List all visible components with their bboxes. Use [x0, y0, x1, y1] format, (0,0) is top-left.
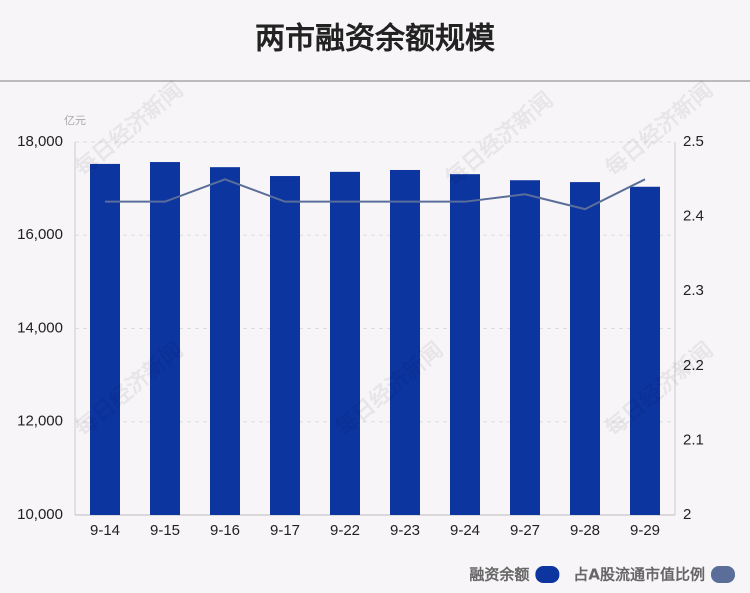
- y2-tick-label: 2: [683, 506, 691, 523]
- bar: [510, 180, 540, 516]
- y2-tick-label: 2.4: [683, 208, 704, 225]
- bar: [450, 174, 480, 515]
- y-unit: 亿元: [64, 114, 86, 127]
- y2-tick-label: 2.1: [683, 431, 704, 448]
- y-tick-label: 18,000: [17, 133, 63, 150]
- x-tick-label: 9-17: [270, 522, 300, 539]
- x-tick-label: 9-14: [90, 522, 120, 539]
- x-tick-label: 9-15: [150, 522, 180, 539]
- bar: [90, 163, 120, 515]
- bar: [330, 171, 360, 515]
- y-tick-label: 10,000: [17, 506, 63, 523]
- legend-label: 融资余额: [469, 566, 529, 584]
- bar: [150, 162, 180, 515]
- bar: [570, 182, 600, 515]
- watermark: 每日经济新闻: [440, 87, 558, 192]
- x-tick-label: 9-22: [330, 522, 360, 539]
- y2-tick-label: 2.5: [683, 133, 704, 150]
- bar: [630, 186, 660, 515]
- x-tick-label: 9-16: [210, 522, 240, 539]
- y2-tick-label: 2.3: [683, 282, 704, 299]
- line: [105, 178, 646, 211]
- x-tick-label: 9-29: [630, 522, 660, 539]
- x-tick-label: 9-23: [390, 522, 420, 539]
- bar: [210, 167, 240, 516]
- legend-swatch: [535, 566, 560, 583]
- bar: [390, 169, 420, 515]
- x-tick-label: 9-28: [570, 522, 600, 539]
- legend-label: 占A股流通市值比例: [573, 566, 705, 584]
- y-tick-label: 12,000: [17, 413, 63, 430]
- x-tick-label: 9-24: [450, 522, 480, 539]
- y2-tick-label: 2.2: [683, 357, 704, 374]
- x-tick-label: 9-27: [510, 522, 540, 539]
- chart-title: 两市融资余额规模: [255, 22, 495, 57]
- bar: [270, 176, 300, 515]
- watermark: 每日经济新闻: [600, 77, 718, 182]
- y-tick-label: 16,000: [17, 226, 63, 243]
- y-tick-label: 14,000: [17, 319, 63, 336]
- legend-swatch: [711, 566, 735, 583]
